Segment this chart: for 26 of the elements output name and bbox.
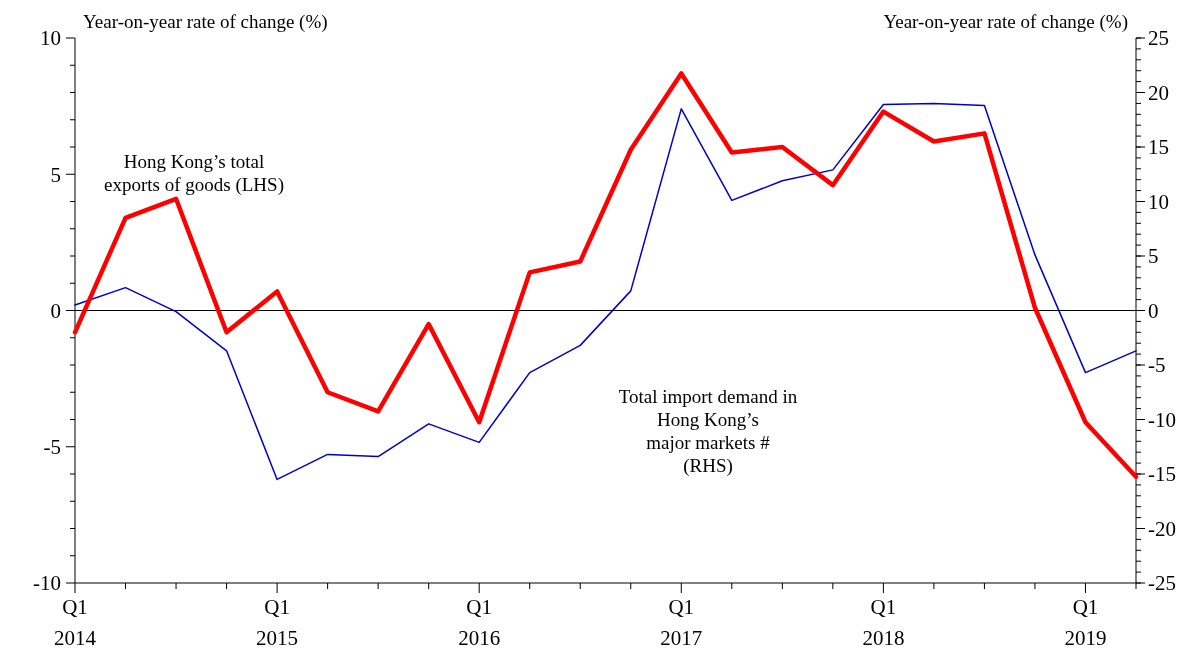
series-label: Hong Kong’s total exports of goods (LHS): [104, 151, 284, 196]
y-tick-label: 5: [50, 162, 61, 187]
y2-tick-label: 20: [1148, 80, 1169, 105]
x-tick-label: Q1 2016: [458, 595, 501, 650]
y-tick-label: 0: [50, 298, 61, 323]
x-tick-label: Q1 2018: [862, 595, 905, 650]
y-tick-label: 10: [40, 26, 61, 51]
y2-tick-label: -15: [1148, 462, 1176, 487]
y2-tick-label: -5: [1148, 353, 1166, 378]
y2-tick-label: -25: [1148, 571, 1176, 596]
y2-tick-label: 15: [1148, 135, 1169, 160]
x-tick-label: Q1 2019: [1064, 595, 1107, 650]
y2-tick-label: -20: [1148, 516, 1176, 541]
y2-tick-label: 25: [1148, 26, 1169, 51]
x-tick-label: Q1 2015: [256, 595, 299, 650]
x-tick-label: Q1 2014: [54, 595, 97, 650]
x-tick-label: Q1 2017: [660, 595, 703, 650]
y2-tick-label: 0: [1148, 298, 1159, 323]
y2-tick-label: -10: [1148, 407, 1176, 432]
y2-tick-label: 5: [1148, 244, 1159, 269]
y-tick-label: -10: [33, 571, 61, 596]
y-tick-label: -5: [43, 435, 61, 460]
y2-axis-title: Year-on-year rate of change (%): [883, 11, 1128, 33]
y-axis-title: Year-on-year rate of change (%): [83, 11, 328, 33]
text: Total import demand in Hong Kong’s major markets # (RHS): [618, 386, 798, 477]
y2-tick-label: 10: [1148, 189, 1169, 214]
